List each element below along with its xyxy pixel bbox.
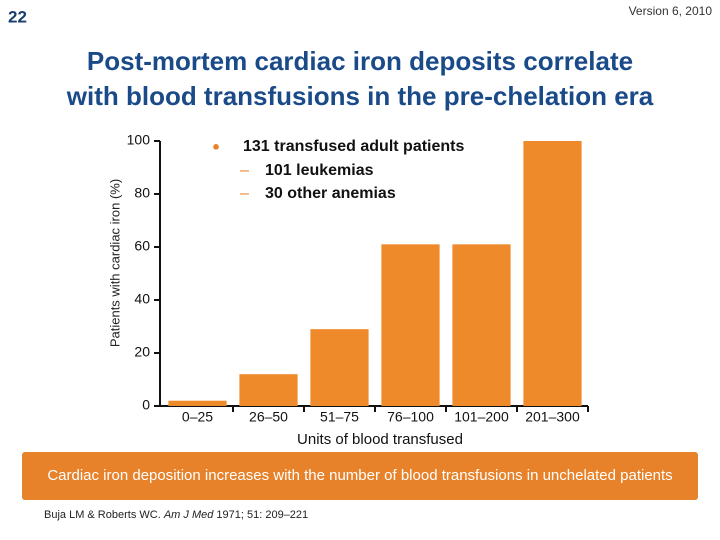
note: 131 transfused adult patients <box>243 138 464 155</box>
x-tick-label: 0–25 <box>182 409 213 425</box>
x-tick-label: 101–200 <box>454 409 509 425</box>
slide-number: 22 <box>8 7 27 26</box>
bar <box>239 374 298 406</box>
title: Post-mortem cardiac iron deposits correl… <box>87 46 633 76</box>
y-axis-label: Patients with cardiac iron (%) <box>107 179 122 347</box>
chart: 22 Version 6, 2010 Post-mortem cardiac i… <box>8 4 713 448</box>
citation-details: 1971; 51: 209–221 <box>216 509 309 521</box>
y-tick-label: 80 <box>134 185 150 201</box>
bar <box>168 400 227 406</box>
note-item: 101 leukemias <box>265 162 374 179</box>
citation: Buja LM & Roberts WC. Am J Med 1971; 51:… <box>44 509 308 521</box>
citation-authors: Buja LM & Roberts WC. <box>44 509 161 521</box>
x-tick-label: 201–300 <box>525 409 580 425</box>
y-tick-label: 100 <box>127 132 151 148</box>
y-tick-label: 20 <box>134 344 150 360</box>
y-tick-label: 40 <box>134 291 150 307</box>
note-item: 30 other anemias <box>265 185 396 202</box>
y-tick-label: 60 <box>134 238 150 254</box>
dash: – <box>240 162 249 179</box>
bullet: ● <box>212 138 220 153</box>
bar <box>381 244 440 406</box>
x-axis-label: Units of blood transfused <box>297 431 463 448</box>
y-tick-label: 0 <box>142 397 150 413</box>
bar <box>452 244 511 406</box>
x-tick-label: 26–50 <box>249 409 288 425</box>
x-tick-label: 76–100 <box>387 409 434 425</box>
version: Version 6, 2010 <box>629 4 713 18</box>
bar <box>310 329 369 406</box>
citation-journal: Am J Med <box>163 509 214 521</box>
dash: – <box>240 185 249 202</box>
bar <box>523 141 582 406</box>
x-tick-label: 51–75 <box>320 409 359 425</box>
title: with blood transfusions in the pre-chela… <box>66 81 654 111</box>
caption: Cardiac iron deposition increases with t… <box>22 452 698 500</box>
